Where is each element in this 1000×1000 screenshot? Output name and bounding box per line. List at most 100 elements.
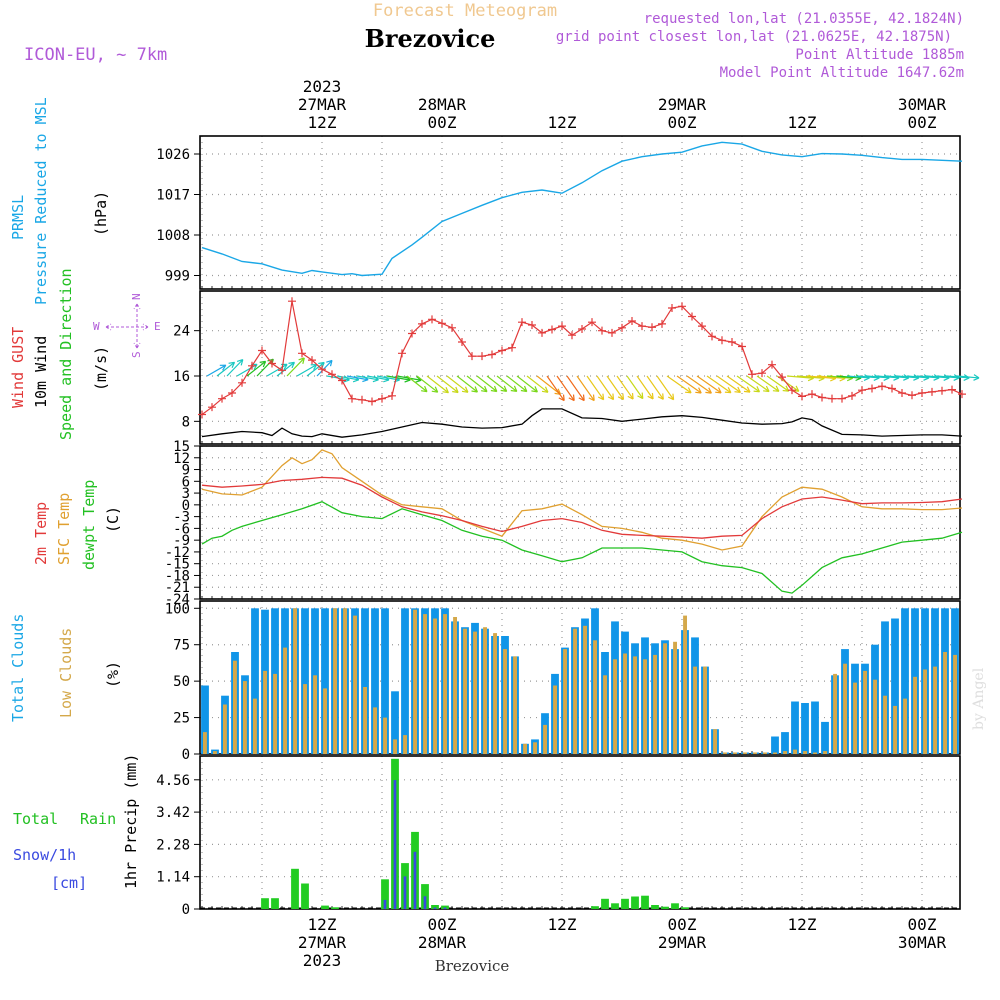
- gust-marker: [918, 389, 926, 397]
- low-cloud-bar: [783, 751, 787, 754]
- gust-marker: [448, 323, 456, 332]
- wind-arrow: [516, 375, 538, 393]
- gust-marker: [468, 352, 476, 361]
- wind-dir-label: Speed and Direction: [57, 268, 75, 440]
- low-cloud-bar: [823, 751, 827, 754]
- wind-arrow: [406, 375, 428, 393]
- low-cloud-bar: [693, 666, 697, 754]
- low-cloud-bar: [593, 640, 597, 754]
- top-axis-label: 00Z: [908, 113, 937, 132]
- wind-arrow: [216, 361, 235, 377]
- wind-arrow: [476, 375, 498, 392]
- gust-marker: [578, 324, 586, 333]
- bottom-axis-label: 00Z: [668, 915, 697, 934]
- low-cloud-bar: [943, 652, 947, 754]
- gust-marker: [628, 317, 636, 326]
- low-cloud-bar: [543, 724, 547, 754]
- wind-arrow: [756, 375, 780, 392]
- gust-marker: [928, 387, 936, 396]
- wind-arrow: [536, 375, 561, 395]
- snow-bar: [403, 876, 407, 909]
- wind-arrow-head: [421, 385, 428, 393]
- gust-marker: [838, 394, 846, 403]
- bottom-axis-label: 29MAR: [658, 933, 707, 952]
- gust-marker: [668, 304, 676, 312]
- low-cloud-bar: [203, 732, 207, 754]
- gust-marker: [328, 370, 336, 379]
- wind-ytick-label: 24: [173, 324, 190, 340]
- temp-ytick-label: -6: [173, 521, 190, 537]
- low-cloud-bar: [233, 660, 237, 754]
- wind-arrow: [226, 359, 244, 377]
- wind-arrow-head: [734, 386, 741, 393]
- low-cloud-bar: [763, 752, 767, 754]
- t2m-line: [201, 476, 963, 539]
- low-cloud-bar: [223, 704, 227, 754]
- dewpt-label: dewpt Temp: [80, 480, 98, 570]
- gust-marker: [478, 352, 486, 361]
- bottom-axis-label: 28MAR: [418, 933, 467, 952]
- wind-arrow-head: [685, 387, 692, 394]
- low-cloud-bar: [673, 641, 677, 754]
- wind-arrow-head: [259, 360, 267, 368]
- wind-arrow: [456, 375, 478, 393]
- low-cloud-bar: [273, 673, 277, 754]
- wind-arrow-head: [627, 393, 634, 400]
- precip-ytick-label: 0: [182, 902, 190, 918]
- wind-arrow: [546, 375, 565, 401]
- wind-arrow-head: [558, 394, 565, 402]
- gust-marker: [888, 384, 896, 393]
- rain-bar: [621, 898, 629, 909]
- wind-arrow-head: [667, 393, 675, 401]
- temp-ytick-label: -9: [173, 533, 190, 549]
- low-cloud-bar: [343, 608, 347, 754]
- wind-arrow-head: [973, 374, 980, 381]
- wind-panel: 8 16 24: [173, 290, 980, 445]
- product-title: Forecast Meteogram: [373, 1, 557, 21]
- wind-arrow-head: [281, 363, 288, 370]
- gust-marker: [748, 370, 756, 379]
- gust-marker: [688, 312, 696, 321]
- top-axis-label: 2023: [303, 77, 342, 96]
- wind-arrow: [336, 375, 359, 381]
- low-cloud-bar: [333, 608, 337, 754]
- gust-marker: [938, 386, 946, 395]
- temp-ytick-label: 12: [173, 451, 190, 467]
- total-cloud-bar: [251, 608, 259, 754]
- temp-frame: [199, 445, 961, 600]
- wind10m-line: [201, 408, 963, 438]
- wind-arrow: [956, 375, 980, 379]
- wind-arrow-head: [715, 387, 722, 394]
- gust-label: Wind GUST: [9, 327, 27, 408]
- low-cloud-bar: [923, 669, 927, 754]
- wind-arrow-head: [288, 361, 295, 369]
- wind-arrow: [666, 375, 692, 394]
- wind-arrow: [646, 375, 664, 400]
- compass-arrows: [105, 303, 149, 349]
- rain-bar: [641, 895, 649, 909]
- total-cloud-bar: [781, 732, 789, 754]
- wind-arrow: [896, 375, 919, 379]
- wind-arrow: [626, 375, 644, 399]
- wind-arrow: [726, 375, 751, 393]
- low-cloud-bar: [873, 679, 877, 754]
- low-cloud-bar: [903, 698, 907, 754]
- wind-arrow: [606, 375, 624, 400]
- watermark: by Angel: [971, 667, 987, 730]
- low-cloud-bar: [493, 633, 497, 754]
- low-cloud-bar: [533, 742, 537, 754]
- gust-marker: [608, 328, 616, 337]
- temp-ytick-label: -3: [173, 510, 190, 526]
- bottom-axis-label: 12Z: [308, 915, 337, 934]
- wind-arrow: [696, 375, 722, 394]
- gust-marker: [758, 369, 766, 378]
- wind-arrow-head: [310, 364, 318, 371]
- wind-arrow: [416, 375, 439, 393]
- gust-marker: [568, 331, 576, 340]
- low-cloud-bar: [743, 752, 747, 754]
- low-cloud-bar: [583, 625, 587, 754]
- wind-arrow: [766, 375, 790, 392]
- gust-marker: [638, 322, 646, 331]
- sfc-temp-line: [201, 449, 963, 551]
- top-axis-label: 28MAR: [418, 95, 467, 114]
